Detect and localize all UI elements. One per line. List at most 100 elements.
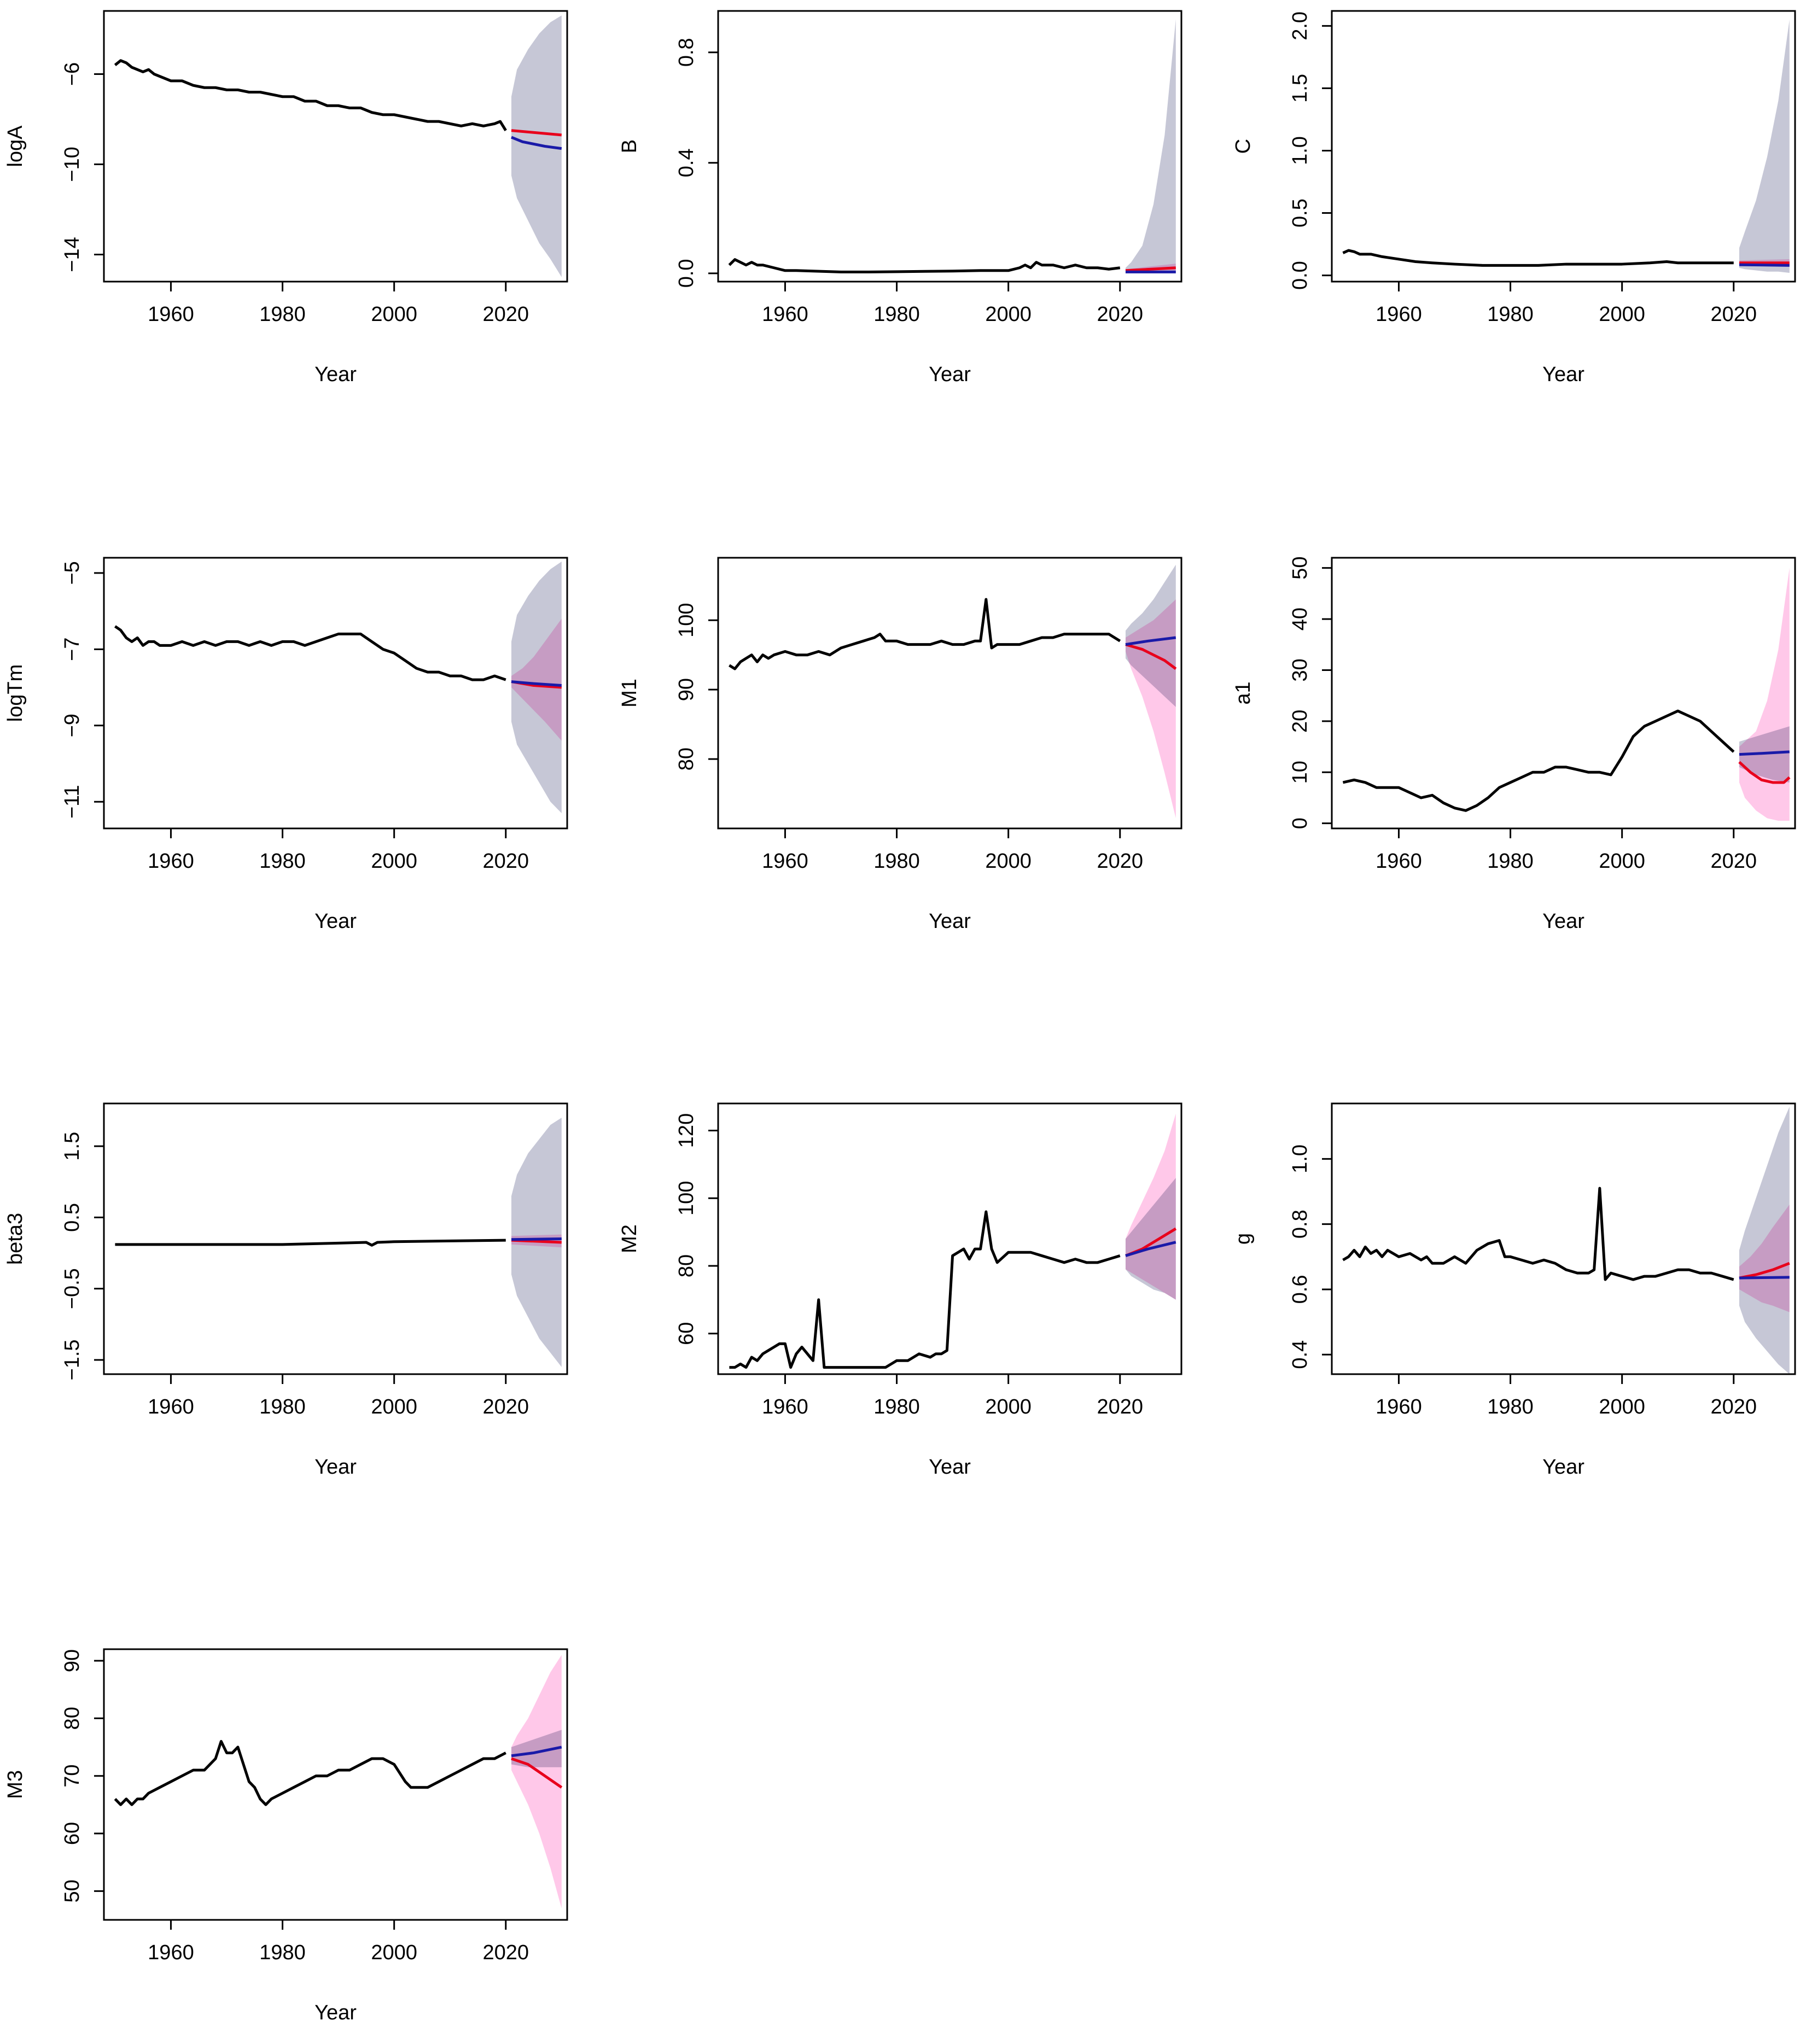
x-axis-title: Year <box>1542 363 1584 386</box>
history-line-logA <box>114 59 507 131</box>
x-tick-label: 2000 <box>1599 303 1645 326</box>
y-tick-label: −1.5 <box>61 1339 84 1380</box>
history-line-C <box>1342 249 1734 267</box>
y-tick-label: 0.5 <box>1289 198 1312 227</box>
forecast-blue-line-M1 <box>1125 636 1176 646</box>
x-tick-label: 1980 <box>873 1395 920 1418</box>
band-gray-B <box>1125 19 1176 273</box>
x-tick-label: 1960 <box>148 303 194 326</box>
y-tick-label: 20 <box>1289 710 1312 733</box>
history-line-beta3 <box>115 1239 506 1247</box>
y-axis-title: C <box>1232 139 1255 154</box>
plot-frame <box>1331 10 1796 283</box>
panel-M1: 1960 1980 2000 2020 80 90 100 Year M1 <box>618 557 1182 933</box>
y-tick-label: −9 <box>61 714 84 737</box>
x-axis-title: Year <box>929 910 971 933</box>
forecast-red-line-a1 <box>1738 761 1791 784</box>
x-axis-title: Year <box>314 1456 357 1479</box>
x-axis-title: Year <box>929 363 971 386</box>
x-tick-label: 2000 <box>985 850 1032 873</box>
y-tick-label: 70 <box>61 1765 84 1788</box>
forecast-blue-line-a1 <box>1739 750 1790 756</box>
forecast-red-line-g <box>1739 1262 1790 1280</box>
x-tick-label: 2000 <box>371 1941 417 1964</box>
y-tick-label: 100 <box>675 603 698 638</box>
x-tick-label: 1960 <box>762 1395 808 1418</box>
history-line-a1 <box>1342 709 1735 812</box>
forecast-red-line-logA <box>511 129 562 137</box>
forecast-blue-line-beta3 <box>511 1237 562 1241</box>
x-tick-label: 2000 <box>371 850 417 873</box>
x-tick-label: 1980 <box>873 303 920 326</box>
plot-frame <box>103 1648 568 1921</box>
y-tick-label: 90 <box>675 678 698 701</box>
forecast-red-line-B <box>1125 266 1176 272</box>
x-tick-label: 2020 <box>1097 303 1143 326</box>
y-tick-label: 0.8 <box>1289 1210 1312 1239</box>
plot-area <box>1342 568 1791 821</box>
forecast-red-line-M1 <box>1125 643 1177 670</box>
panel-beta3: 1960 1980 2000 2020 −1.5 −0.5 0.5 1.5 Year beta3 <box>4 1102 568 1479</box>
band-pink-M3 <box>511 1655 562 1908</box>
x-tick-label: 2020 <box>482 1395 529 1418</box>
x-tick-label: 2000 <box>1599 850 1645 873</box>
band-pink-g <box>1739 1204 1790 1312</box>
band-pink-M2 <box>1125 1113 1176 1300</box>
history-line-g <box>1342 1187 1734 1281</box>
band-pink-logTm <box>511 618 562 741</box>
plot-frame <box>1331 557 1796 830</box>
forecast-blue-line-g <box>1739 1276 1790 1280</box>
y-tick-label: −6 <box>61 62 84 86</box>
history-line-M3 <box>114 1740 506 1806</box>
x-tick-label: 1960 <box>762 850 808 873</box>
panel-C: 1960 1980 2000 2020 0.0 0.5 1.0 1.5 2.0 Year C <box>1232 10 1796 386</box>
x-axis-title: Year <box>314 2001 357 2024</box>
x-tick-label: 1980 <box>873 850 920 873</box>
y-tick-label: −10 <box>61 147 84 182</box>
history-line-B <box>728 258 1121 273</box>
x-tick-label: 1980 <box>259 850 306 873</box>
x-axis-title: Year <box>314 910 357 933</box>
y-tick-label: 0.4 <box>1289 1340 1312 1369</box>
plot-area <box>114 1655 563 1908</box>
y-tick-label: 80 <box>675 747 698 770</box>
forecast-blue-line-logA <box>511 136 562 150</box>
y-tick-label: 100 <box>675 1181 698 1216</box>
x-tick-label: 1960 <box>148 1941 194 1964</box>
y-axis-title: logTm <box>4 664 27 722</box>
plot-area <box>1342 1106 1790 1374</box>
x-tick-label: 2000 <box>371 1395 417 1418</box>
x-axis-title: Year <box>1542 1456 1584 1479</box>
y-tick-label: 0.4 <box>675 148 698 177</box>
plot-area <box>115 1118 562 1367</box>
y-tick-label: 1.5 <box>61 1132 84 1161</box>
band-pink-a1 <box>1739 568 1790 821</box>
y-tick-label: 80 <box>61 1707 84 1730</box>
history-line-logTm <box>114 625 506 681</box>
x-tick-label: 1980 <box>259 1395 306 1418</box>
band-pink-M1 <box>1125 599 1176 818</box>
y-tick-label: 0.0 <box>1289 261 1312 290</box>
y-tick-label: 50 <box>1289 557 1312 580</box>
x-axis-title: Year <box>929 1456 971 1479</box>
y-axis-title: B <box>618 139 641 153</box>
panel-B: 1960 1980 2000 2020 0.0 0.4 0.8 Year B <box>618 10 1182 386</box>
x-axis-title: Year <box>314 363 357 386</box>
y-tick-label: 80 <box>675 1254 698 1277</box>
x-tick-label: 2020 <box>1710 850 1757 873</box>
y-axis-title: M3 <box>4 1770 27 1799</box>
forecast-blue-line-M2 <box>1125 1241 1176 1257</box>
panel-logTm: 1960 1980 2000 2020 −5 −7 −9 −11 Year logTm <box>4 557 568 933</box>
y-tick-label: 0.8 <box>675 38 698 67</box>
y-axis-title: M1 <box>618 679 641 708</box>
x-tick-label: 2000 <box>985 303 1032 326</box>
x-tick-label: 1960 <box>1376 303 1422 326</box>
plot-area <box>728 19 1176 273</box>
plot-area <box>114 561 562 814</box>
panel-M3: 1960 1980 2000 2020 50 60 70 80 90 Year M3 <box>4 1648 568 2024</box>
panel-a1: 1960 1980 2000 2020 0 10 20 30 40 50 Year a1 <box>1232 557 1796 933</box>
panel-logA: 1960 1980 2000 2020 −6 −10 −14 Year logA <box>4 10 568 386</box>
plot-area <box>1342 19 1790 273</box>
y-axis-title: g <box>1232 1233 1255 1245</box>
y-tick-label: −5 <box>61 561 84 585</box>
